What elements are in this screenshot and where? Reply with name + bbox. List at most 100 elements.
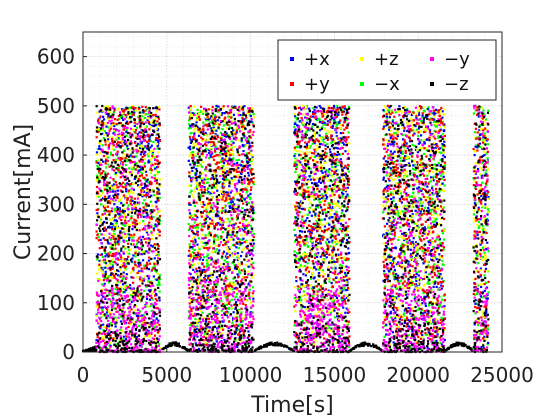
data-point-+x	[152, 305, 155, 308]
data-point-+x	[155, 317, 158, 320]
data-point-+z	[127, 192, 130, 195]
data-point-+x	[246, 336, 249, 339]
data-point-+x	[143, 184, 147, 187]
data-point-−x	[150, 224, 153, 227]
data-point-+x	[394, 285, 397, 288]
data-point-+z	[240, 249, 244, 252]
data-point-+z	[201, 110, 204, 113]
data-point-−x	[473, 293, 477, 296]
data-point-+z	[233, 283, 237, 287]
data-point-+x	[235, 131, 238, 134]
data-point-−x	[241, 207, 244, 210]
data-point-+x	[335, 276, 338, 279]
data-point-+z	[132, 128, 135, 131]
data-point-−x	[141, 172, 144, 175]
data-point-+z	[106, 110, 109, 113]
data-point-−x	[97, 195, 100, 198]
data-point-−x	[484, 171, 487, 174]
data-point-+x	[422, 262, 425, 265]
data-point-+z	[233, 131, 236, 134]
data-point-+z	[113, 185, 116, 188]
data-point-+z	[226, 282, 229, 285]
data-point-+z	[111, 187, 114, 190]
data-point-+x	[223, 312, 226, 315]
data-point-+x	[113, 107, 116, 110]
data-point-−x	[151, 152, 154, 156]
data-point-−x	[133, 130, 136, 134]
data-point-+x	[221, 112, 224, 115]
data-point-−x	[193, 299, 196, 302]
data-point-+x	[345, 307, 348, 310]
data-point-−x	[398, 226, 402, 229]
data-point-−x	[112, 224, 115, 227]
data-point-+x	[487, 196, 490, 199]
data-point-−x	[153, 325, 156, 329]
data-point-−x	[415, 260, 418, 263]
data-point-−x	[414, 168, 417, 171]
data-point-+z	[245, 144, 248, 147]
data-point-−x	[435, 238, 438, 241]
data-point-+x	[335, 146, 338, 149]
data-point-+x	[475, 215, 478, 218]
data-point-−x	[338, 263, 342, 266]
data-point-+z	[245, 214, 248, 218]
data-point-+x	[293, 190, 296, 193]
data-point-+x	[427, 108, 430, 111]
data-point-−x	[312, 190, 315, 193]
data-point-+x	[320, 263, 323, 267]
data-point-+x	[398, 264, 402, 267]
data-point-+z	[208, 203, 211, 207]
data-point-+x	[242, 229, 245, 232]
data-point-+x	[311, 122, 315, 126]
data-point-baseline	[183, 346, 186, 349]
data-point-+z	[126, 171, 129, 174]
data-point-−x	[436, 181, 439, 184]
data-point-−x	[194, 226, 197, 229]
data-point-+z	[124, 194, 127, 197]
data-point-+x	[442, 129, 446, 133]
data-point-+x	[323, 107, 326, 111]
data-point-+z	[234, 166, 238, 169]
data-point-+z	[197, 262, 200, 265]
data-point-−x	[391, 220, 394, 224]
data-point-+x	[216, 189, 219, 192]
data-point-−x	[202, 256, 206, 259]
data-point-−x	[298, 285, 301, 288]
data-point-+x	[120, 108, 124, 111]
data-point-+z	[116, 107, 120, 110]
data-point-+z	[207, 335, 210, 338]
data-point-+x	[130, 260, 133, 263]
data-point-+x	[140, 140, 143, 144]
data-point-−x	[227, 202, 230, 205]
data-point-+x	[217, 214, 220, 217]
data-point-+z	[155, 213, 158, 216]
data-point-−x	[243, 136, 246, 139]
data-point-+z	[206, 234, 210, 237]
data-point-+x	[315, 255, 319, 258]
data-point-+z	[113, 337, 116, 340]
data-point-−x	[433, 129, 436, 133]
data-point-−x	[299, 193, 302, 196]
data-point-+x	[409, 248, 412, 251]
data-point-−x	[206, 253, 209, 256]
data-point-+x	[407, 318, 410, 322]
data-point-+x	[437, 266, 440, 269]
data-point-+x	[136, 201, 139, 204]
data-point-+x	[480, 174, 484, 177]
data-point-+x	[308, 298, 311, 301]
data-point-baseline	[278, 342, 281, 345]
data-point-−x	[430, 117, 433, 120]
data-point-−x	[158, 196, 161, 199]
data-point-−x	[146, 107, 149, 110]
data-point-−x	[479, 124, 482, 127]
data-point-+x	[396, 261, 400, 264]
data-point-+z	[131, 171, 134, 174]
data-point-+x	[329, 207, 332, 210]
data-point-+x	[310, 181, 314, 185]
data-point-−x	[231, 261, 234, 265]
data-point-+x	[232, 129, 235, 132]
data-point-baseline	[449, 345, 452, 348]
data-point-+x	[382, 233, 385, 236]
data-point-+z	[194, 144, 197, 147]
data-point-+x	[318, 143, 322, 146]
